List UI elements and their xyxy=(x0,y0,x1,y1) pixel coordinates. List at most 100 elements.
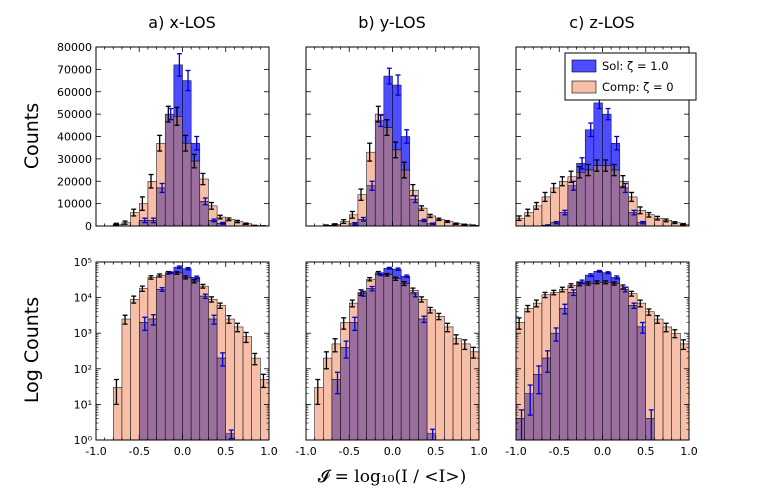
bar-overlap xyxy=(628,305,638,440)
bar xyxy=(662,326,672,440)
bar-overlap xyxy=(331,379,341,440)
panels: 0 10000 20000 30000 40000 50000 60000 70000 8000… xyxy=(57,41,698,458)
y-tick-label: 10³ xyxy=(74,327,92,340)
bar-overlap xyxy=(173,272,183,440)
bar-overlap xyxy=(208,318,218,440)
bar-overlap xyxy=(426,433,437,440)
legend: Sol: ζ = 1.0 Comp: ζ = 0 xyxy=(564,52,697,101)
bar-overlap xyxy=(559,308,569,440)
bar-overlap xyxy=(139,322,149,440)
bar-overlap xyxy=(619,187,629,226)
bar xyxy=(524,212,534,226)
bar-overlap xyxy=(645,418,655,440)
x-tick-label: -1.0 xyxy=(85,445,106,458)
bar-overlap xyxy=(374,120,385,226)
bar xyxy=(470,351,479,440)
bar xyxy=(435,315,445,440)
x-tick-label: 0.0 xyxy=(174,445,192,458)
panel-title-c: c) z-LOS xyxy=(569,13,634,32)
panel-0: 0 10000 20000 30000 40000 50000 60000 70000 8000… xyxy=(57,41,270,233)
y-tick-label: 40000 xyxy=(57,131,92,144)
y-tick-label: 10¹ xyxy=(74,398,92,411)
y-tick-label: 50000 xyxy=(57,108,92,121)
bar xyxy=(121,318,131,440)
y-tick-label: 80000 xyxy=(57,41,92,54)
bar xyxy=(323,357,333,440)
legend-label-comp: Comp: ζ = 0 xyxy=(602,80,674,94)
x-tick-label: -0.5 xyxy=(129,445,150,458)
bar-segment xyxy=(400,136,411,171)
bar-segment xyxy=(182,80,192,144)
bar-overlap xyxy=(190,280,201,440)
x-tick-label: 0.0 xyxy=(594,445,612,458)
bar-overlap xyxy=(584,283,595,440)
x-tick-label: -1.0 xyxy=(505,445,526,458)
bar-overlap xyxy=(392,278,402,440)
bar-overlap xyxy=(409,294,419,440)
bar-overlap xyxy=(366,288,376,440)
y-tick-label: 20000 xyxy=(57,175,92,188)
bar-segment xyxy=(156,142,166,189)
bar-segment xyxy=(340,322,350,348)
bar-overlap xyxy=(147,318,157,440)
bar-overlap xyxy=(602,281,612,440)
bar xyxy=(234,326,244,440)
bar-overlap xyxy=(636,326,646,440)
bar-segment xyxy=(208,205,218,221)
row-label-log-counts: Log Counts xyxy=(21,297,43,403)
bar-segment xyxy=(567,285,577,293)
x-tick-label: 0.5 xyxy=(217,445,235,458)
bar-overlap xyxy=(357,293,367,440)
bar-segment xyxy=(147,181,157,221)
x-tick-label: 1.0 xyxy=(680,445,698,458)
x-tick-label: -1.0 xyxy=(295,445,316,458)
plot-area xyxy=(516,96,689,226)
x-tick-label: -0.5 xyxy=(549,445,570,458)
bar-overlap xyxy=(524,393,534,440)
y-tick-label: 10² xyxy=(74,363,92,376)
plot-area xyxy=(113,265,269,440)
bar-overlap xyxy=(182,142,192,226)
bar-segment xyxy=(349,302,359,323)
bar-overlap xyxy=(584,169,595,226)
bar-segment xyxy=(550,292,560,334)
bar-overlap xyxy=(610,169,621,226)
bar-overlap xyxy=(383,127,393,226)
bar-segment xyxy=(645,311,655,419)
bar-overlap xyxy=(550,332,560,440)
bar xyxy=(444,326,454,440)
bar-overlap xyxy=(418,318,428,440)
y-tick-label: 10000 xyxy=(57,198,92,211)
bar-segment xyxy=(602,113,612,166)
bar-segment xyxy=(533,302,543,375)
bar-segment xyxy=(636,210,646,223)
bar-segment xyxy=(610,142,621,171)
panel-title-b: b) y-LOS xyxy=(358,13,426,32)
bar-segment xyxy=(331,343,341,380)
bar xyxy=(671,332,681,440)
bar-segment xyxy=(524,308,534,394)
plot-area xyxy=(516,269,689,440)
bar-overlap xyxy=(164,113,175,226)
panel-4: -1.0 -0.5 0.0 0.5 1.0 xyxy=(295,261,488,458)
bar-segment xyxy=(409,189,419,200)
bar-segment xyxy=(190,142,201,162)
bar-segment xyxy=(357,194,367,220)
y-tick-label: 10⁰ xyxy=(74,434,93,447)
y-tick-label: 10⁴ xyxy=(74,292,93,305)
bar-overlap xyxy=(567,292,577,440)
bar xyxy=(130,212,140,226)
bar-overlap xyxy=(156,187,166,226)
bar xyxy=(113,387,123,440)
bar-segment xyxy=(593,102,603,166)
bar-overlap xyxy=(576,283,586,440)
x-tick-label: 1.0 xyxy=(260,445,278,458)
bar xyxy=(242,336,252,440)
y-tick-label: 10⁵ xyxy=(74,256,92,269)
x-tick-label: 0.0 xyxy=(384,445,402,458)
bar-overlap xyxy=(593,165,603,226)
bar-overlap xyxy=(349,322,359,440)
plot-area xyxy=(323,67,479,226)
bar-overlap xyxy=(357,219,367,226)
bar xyxy=(130,298,140,440)
